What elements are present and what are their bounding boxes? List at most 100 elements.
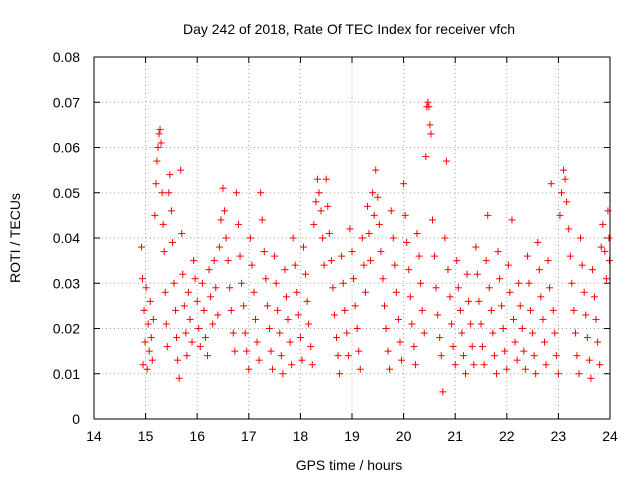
data-point <box>552 352 560 360</box>
data-point <box>310 220 318 228</box>
data-point <box>212 284 220 292</box>
data-point <box>513 356 521 364</box>
data-point <box>186 315 194 323</box>
data-point <box>432 284 440 292</box>
data-point <box>518 325 526 332</box>
data-point <box>384 347 392 355</box>
data-point <box>527 306 535 314</box>
data-point <box>504 261 512 269</box>
data-point <box>391 261 399 269</box>
data-point <box>422 153 430 161</box>
data-point <box>592 315 600 323</box>
data-point <box>382 325 390 332</box>
data-point <box>193 297 201 305</box>
data-point <box>563 198 571 206</box>
data-point <box>298 356 306 364</box>
data-point <box>456 306 464 314</box>
data-point <box>346 225 354 233</box>
data-point <box>170 279 178 287</box>
data-point <box>289 234 297 242</box>
data-point <box>403 239 411 247</box>
data-point <box>246 234 254 242</box>
data-point <box>236 252 244 260</box>
data-point <box>521 365 529 373</box>
plot-frame <box>93 56 611 420</box>
data-point <box>468 343 476 351</box>
data-point <box>511 338 519 346</box>
data-point <box>448 320 456 328</box>
data-point <box>137 243 145 251</box>
data-point <box>252 315 260 323</box>
data-point <box>180 302 188 310</box>
y-tick-label: 0.02 <box>53 321 80 337</box>
data-point <box>436 334 444 342</box>
data-point <box>530 352 538 360</box>
x-tick-label: 17 <box>241 428 257 444</box>
data-point <box>284 315 292 323</box>
data-point <box>597 243 605 251</box>
data-point <box>226 284 234 292</box>
data-point <box>406 293 414 301</box>
x-tick-label: 16 <box>189 428 205 444</box>
data-point <box>400 180 408 188</box>
data-point <box>560 166 568 174</box>
data-point <box>453 257 461 265</box>
data-point <box>537 293 545 301</box>
data-point <box>570 306 578 314</box>
x-tick-label: 24 <box>602 428 618 444</box>
data-point <box>551 329 559 337</box>
data-point <box>573 352 581 360</box>
data-point <box>556 211 564 219</box>
data-point <box>250 288 258 296</box>
data-point <box>148 356 156 364</box>
data-point <box>427 130 435 138</box>
data-point <box>262 275 270 283</box>
data-point <box>168 239 176 247</box>
data-point <box>375 220 383 228</box>
y-tick-label: 0.05 <box>53 185 80 201</box>
y-tick-label: 0.08 <box>53 49 80 65</box>
data-point <box>305 320 313 328</box>
data-point <box>577 234 585 242</box>
data-point <box>209 320 217 328</box>
data-point <box>485 284 493 292</box>
data-point <box>344 352 352 360</box>
data-point <box>361 288 369 296</box>
data-point <box>554 370 562 378</box>
data-point <box>161 288 169 296</box>
data-point <box>207 293 215 301</box>
data-point <box>324 202 332 210</box>
data-point <box>281 266 289 274</box>
data-point <box>257 189 265 197</box>
data-point <box>153 157 161 165</box>
data-point <box>475 297 483 305</box>
data-point <box>221 207 229 215</box>
data-point <box>411 361 419 369</box>
chart-title: Day 242 of 2018, Rate Of TEC Index for r… <box>183 21 515 37</box>
data-point <box>532 370 540 378</box>
data-point <box>534 239 542 247</box>
data-point <box>222 234 230 242</box>
data-point <box>232 189 240 197</box>
data-point <box>605 257 613 265</box>
data-point <box>473 270 481 278</box>
data-point <box>142 284 150 292</box>
x-tick-label: 19 <box>344 428 360 444</box>
data-point <box>544 257 552 265</box>
data-point <box>248 261 256 269</box>
data-point <box>539 315 547 323</box>
data-point <box>317 207 325 215</box>
data-points <box>137 98 613 396</box>
y-tick-label: 0 <box>72 411 80 427</box>
data-point <box>276 329 284 337</box>
data-point <box>360 261 368 269</box>
data-point <box>149 315 157 323</box>
data-point <box>143 365 151 373</box>
data-point <box>465 297 473 305</box>
data-point <box>154 144 162 151</box>
data-point <box>210 257 218 265</box>
data-point <box>425 103 433 111</box>
data-point <box>441 234 449 242</box>
data-point <box>214 311 222 319</box>
